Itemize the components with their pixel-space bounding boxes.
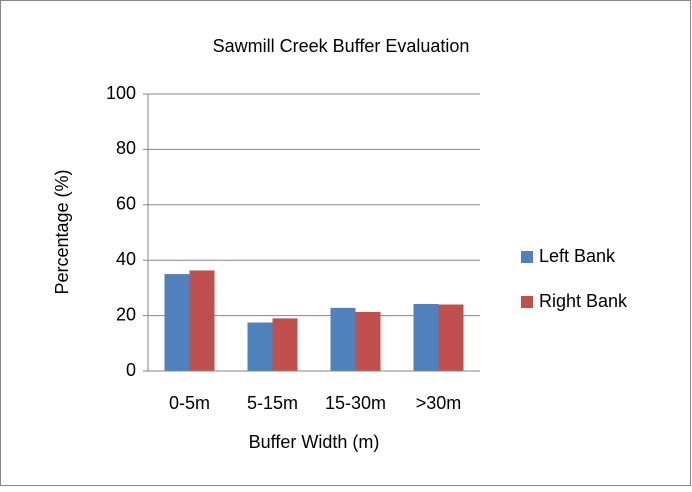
y-tick-label: 100 xyxy=(106,83,136,103)
legend-label: Right Bank xyxy=(539,291,628,311)
bar xyxy=(189,270,215,371)
x-tick-label: >30m xyxy=(416,393,462,413)
y-axis-title: Percentage (%) xyxy=(52,169,72,294)
x-tick-label: 0-5m xyxy=(169,393,210,413)
x-tick-label: 15-30m xyxy=(325,393,386,413)
legend-swatch xyxy=(521,251,533,263)
x-tick-label: 5-15m xyxy=(247,393,298,413)
bar xyxy=(272,318,298,371)
y-tick-label: 0 xyxy=(126,360,136,380)
legend-swatch xyxy=(521,296,533,308)
y-tick-label: 20 xyxy=(116,304,136,324)
bar xyxy=(438,304,464,371)
y-tick-label: 80 xyxy=(116,138,136,158)
bar xyxy=(330,307,356,371)
bar xyxy=(413,303,439,371)
y-tick-label: 60 xyxy=(116,194,136,214)
bar xyxy=(247,322,273,371)
y-tick-label: 40 xyxy=(116,249,136,269)
chart-title: Sawmill Creek Buffer Evaluation xyxy=(213,36,470,56)
x-axis-title: Buffer Width (m) xyxy=(249,432,380,452)
bar xyxy=(164,274,190,371)
bar xyxy=(355,311,381,371)
legend-label: Left Bank xyxy=(539,246,616,266)
